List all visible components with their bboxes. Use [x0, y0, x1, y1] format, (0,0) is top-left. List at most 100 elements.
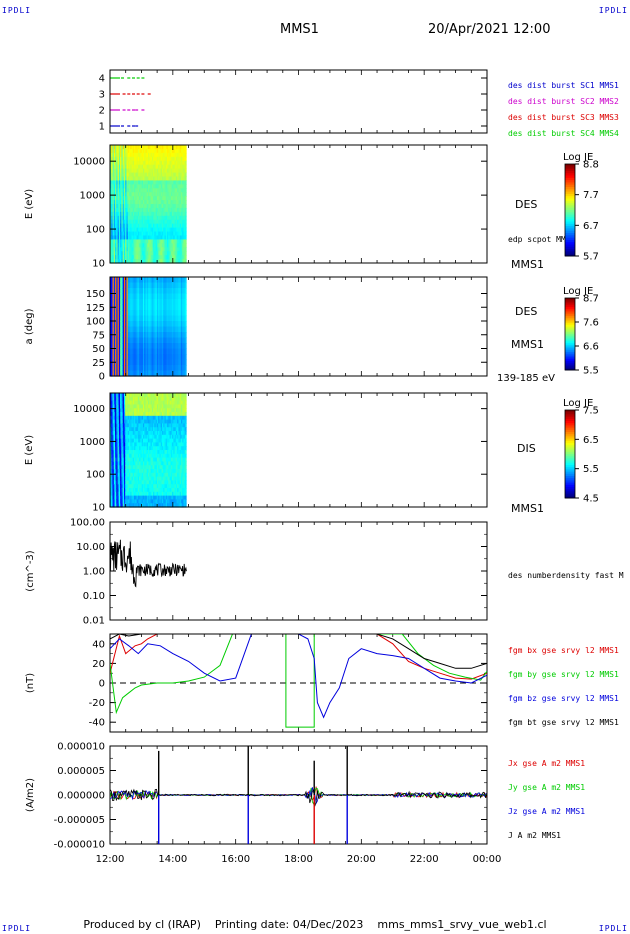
des-pitch-cell: [182, 337, 185, 344]
des-energy-cell: [118, 180, 121, 185]
des-pitch-cell: [159, 315, 162, 322]
des-pitch-cell: [112, 293, 115, 300]
des-pitch-cell: [121, 332, 124, 339]
dis-energy-cell: [150, 488, 153, 493]
des-energy-cell: [156, 223, 159, 229]
des-energy-cell: [151, 219, 154, 225]
des-energy-cell: [182, 219, 185, 225]
dis-energy-cell: [183, 480, 186, 485]
des-pitch-cell: [155, 282, 158, 289]
des-pitch-cell: [163, 310, 166, 317]
dis-energy-cell: [115, 427, 117, 432]
des-pitch-cell: [179, 337, 182, 344]
des-pitch-cell: [184, 321, 187, 328]
des-pitch-cell: [175, 277, 178, 284]
dis-energy-cell: [140, 450, 143, 455]
des-energy-cell: [134, 227, 136, 233]
des-pitch-cell: [113, 348, 116, 355]
dis-energy-cell: [118, 396, 121, 402]
des-pitch-cell: [141, 365, 144, 372]
dis-energy-cell: [139, 461, 142, 466]
dis-energy-cell: [131, 427, 134, 432]
dis-energy-cell: [126, 419, 129, 424]
dis-energy-cell: [145, 393, 148, 398]
des-energy-cell: [135, 207, 138, 213]
des-pitch-cell: [129, 310, 131, 317]
des-pitch-cell: [111, 365, 114, 372]
dis-energy-cell: [183, 427, 186, 432]
des-energy-cell: [173, 164, 176, 170]
des-energy-cell: [123, 188, 126, 193]
des-energy-cell: [115, 200, 117, 205]
des-pitch-cell: [129, 277, 131, 284]
des-energy-cell: [153, 180, 155, 185]
des-energy-cell: [150, 211, 153, 217]
dis-energy-cell: [165, 446, 168, 451]
des-pitch-cell: [154, 310, 157, 317]
dis-energy-cell: [163, 400, 166, 405]
des-energy-cell: [125, 200, 128, 205]
des-pitch-cell: [184, 304, 187, 311]
des-energy-cell: [137, 188, 140, 193]
dis-energy-cell: [158, 400, 161, 405]
dis-energy-cell: [153, 453, 155, 459]
des-energy-cell: [123, 227, 126, 233]
dis-energy-cell: [156, 503, 159, 508]
dis-energy-cell: [155, 484, 158, 489]
des-pitch-cell: [149, 282, 152, 289]
des-energy-cell: [173, 219, 176, 225]
des-pitch-cell: [134, 315, 136, 322]
des-energy-cell: [130, 176, 133, 181]
des-pitch-cell: [163, 282, 166, 289]
des-energy-cell: [174, 168, 177, 174]
dis-energy-cell: [126, 491, 129, 497]
dis-energy-cell: [142, 396, 145, 402]
des-pitch-cell: [111, 354, 114, 361]
dis-energy-cell: [145, 484, 148, 489]
dis-energy-cell: [136, 484, 139, 489]
des-energy-cell: [175, 145, 178, 150]
dis-energy-cell: [142, 442, 145, 447]
des-pitch-cell: [130, 310, 133, 317]
dis-energy-cell: [174, 404, 177, 409]
dis-energy-cell: [151, 396, 154, 402]
des-pitch-cell: [163, 299, 166, 306]
dis-energy-cell: [132, 480, 135, 485]
des-pitch-cell: [135, 326, 138, 333]
des-energy-cell: [178, 219, 181, 225]
des-pitch-cell: [160, 348, 163, 355]
dis-energy-cell: [165, 434, 168, 440]
des-energy-cell: [155, 204, 158, 209]
des-energy-cell: [167, 259, 169, 264]
des-energy-cell: [122, 231, 125, 237]
des-energy-cell: [148, 168, 150, 174]
des-pitch-cell: [123, 359, 126, 366]
dis-energy-cell: [132, 457, 135, 462]
des-energy-cell: [159, 204, 162, 209]
des-pitch-cell: [135, 299, 138, 306]
des-energy-cell: [125, 223, 128, 229]
dis-energy-cell: [168, 465, 171, 470]
dis-energy-cell: [178, 476, 181, 481]
des-pitch-cell: [135, 304, 138, 311]
des-energy-cell: [164, 255, 167, 260]
dis-energy-cell: [122, 438, 125, 443]
des-pitch-cell: [137, 282, 140, 289]
dis-energy-cell: [135, 453, 138, 459]
dis-energy-cell: [134, 488, 136, 493]
des-energy-cell: [110, 235, 112, 240]
des-pitch-cell: [139, 343, 142, 350]
des-energy-cell: [165, 204, 168, 209]
des-energy-cell: [160, 219, 163, 225]
des-pitch-cell: [118, 332, 121, 339]
des-energy-cell: [179, 180, 182, 185]
des-pitch-cell: [175, 304, 178, 311]
dis-energy-cell: [110, 423, 112, 428]
dis-energy-cell: [120, 457, 123, 462]
dis-energy-cell: [163, 476, 166, 481]
des-energy-cell: [165, 227, 168, 233]
dis-energy-cell: [117, 457, 120, 462]
des-energy-cell: [151, 251, 154, 256]
dis-energy-cell: [126, 442, 129, 447]
dis-energy-cell: [118, 450, 121, 455]
